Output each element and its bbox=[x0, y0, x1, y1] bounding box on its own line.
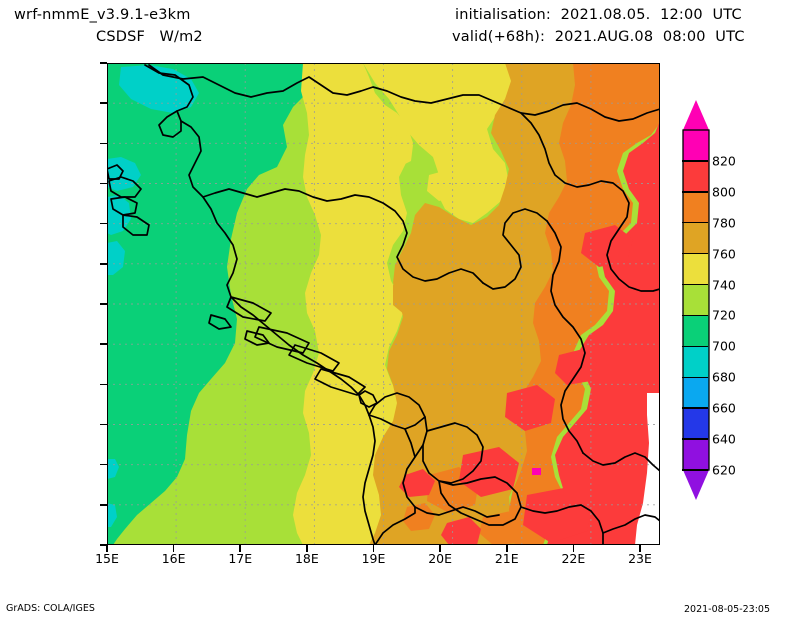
colorbar-tick bbox=[682, 438, 708, 440]
band-800-820-blob-b bbox=[459, 447, 519, 497]
colorbar-tick bbox=[682, 345, 708, 348]
footer-credit: GrADS: COLA/IGES bbox=[6, 603, 95, 614]
variable-title: CSDSF W/m2 bbox=[96, 29, 203, 45]
colorbar-tick bbox=[682, 221, 708, 224]
band-800-820-blob-c bbox=[523, 487, 593, 543]
x-axis-tick bbox=[239, 545, 242, 552]
y-axis-tick bbox=[100, 182, 107, 185]
colorbar-tick bbox=[682, 191, 708, 193]
colorbar-tick-label: 700 bbox=[712, 338, 736, 354]
x-axis-tick bbox=[505, 545, 508, 552]
x-axis-tick-label: 22E bbox=[561, 551, 586, 566]
y-axis-tick bbox=[100, 383, 107, 386]
map-gridlines bbox=[107, 63, 660, 545]
band-800-820-blob-f bbox=[581, 225, 633, 267]
x-axis-tick-label: 18E bbox=[294, 551, 319, 566]
colorbar-band bbox=[683, 222, 709, 255]
y-axis-tick bbox=[100, 222, 107, 225]
band-760-780-w-extension bbox=[393, 279, 431, 315]
band-800-820-blob-d bbox=[399, 469, 435, 497]
x-axis-tick bbox=[172, 545, 175, 552]
colorbar-tick-label: 720 bbox=[712, 307, 736, 323]
y-axis-tick bbox=[100, 142, 107, 145]
band-gt-820 bbox=[532, 468, 541, 475]
colorbar-tick bbox=[682, 376, 708, 379]
band-800-820-blob-g bbox=[441, 517, 481, 545]
valid-time: valid(+68h): 2021.AUG.08 08:00 UTC bbox=[452, 29, 745, 45]
colorbar-band bbox=[683, 130, 709, 162]
band-740-760-blob-c bbox=[351, 493, 389, 525]
band-680-700-coast-e bbox=[107, 503, 117, 527]
colorbar-band bbox=[683, 284, 709, 316]
x-axis-tick bbox=[106, 545, 108, 552]
y-axis-tick bbox=[100, 303, 107, 305]
colorbar-tick-label: 800 bbox=[712, 184, 736, 200]
colorbar-tick bbox=[682, 469, 708, 471]
colorbar-arrow-bottom bbox=[683, 470, 709, 500]
y-axis-tick bbox=[100, 504, 107, 506]
y-axis-tick bbox=[100, 62, 107, 64]
colorbar-band bbox=[683, 346, 709, 378]
no-data-corner bbox=[635, 393, 660, 545]
band-780-800-blob-c bbox=[403, 503, 435, 531]
x-axis-tick bbox=[306, 545, 308, 552]
initialisation-time: initialisation: 2021.08.05. 12:00 UTC bbox=[455, 7, 742, 23]
band-680-700-coast-d bbox=[107, 459, 119, 479]
band-680-700-coast-c bbox=[107, 241, 125, 275]
x-axis-tick-label: 17E bbox=[228, 551, 253, 566]
colorbar-tick bbox=[682, 407, 708, 409]
colorbar-tick-label: 760 bbox=[712, 246, 736, 262]
colorbar-arrow-top bbox=[683, 100, 709, 130]
contour-field bbox=[107, 63, 660, 545]
x-axis-tick bbox=[639, 545, 641, 552]
colorbar-band bbox=[683, 408, 709, 440]
x-axis-tick-label: 20E bbox=[428, 551, 453, 566]
colorbar-tick-label: 640 bbox=[712, 431, 736, 447]
x-axis-tick-label: 15E bbox=[95, 551, 119, 566]
colorbar-band bbox=[683, 160, 709, 193]
x-axis-tick-label: 23E bbox=[628, 551, 652, 566]
x-axis-tick-label: 21E bbox=[494, 551, 519, 566]
colorbar-tick-label: 660 bbox=[712, 400, 736, 416]
map-plot-area bbox=[107, 63, 660, 545]
model-title: wrf-nmmE_v3.9.1-e3km bbox=[14, 7, 191, 23]
band-800-820-blob-a bbox=[505, 385, 555, 431]
band-760-780 bbox=[369, 63, 585, 545]
y-axis-tick bbox=[100, 263, 107, 265]
x-axis-tick-label: 19E bbox=[361, 551, 386, 566]
colorbar-tick-label: 680 bbox=[712, 369, 736, 385]
y-axis-tick bbox=[100, 423, 107, 426]
x-axis-tick bbox=[439, 545, 441, 552]
colorbar-tick bbox=[682, 160, 708, 162]
colorbar-band bbox=[683, 377, 709, 409]
y-axis-tick bbox=[100, 343, 107, 345]
colorbar-tick bbox=[682, 252, 708, 255]
colorbar-band bbox=[683, 439, 709, 471]
y-axis-tick bbox=[100, 102, 107, 104]
colorbar: 820 800 780 760 740 720 700 680 660 640 620 bbox=[676, 100, 796, 500]
colorbar-band bbox=[683, 191, 709, 224]
footer-timestamp: 2021-08-05-23:05 bbox=[684, 604, 771, 615]
colorbar-tick-label: 780 bbox=[712, 215, 736, 231]
x-axis-tick-label: 16E bbox=[161, 551, 186, 566]
colorbar-swatches bbox=[682, 100, 710, 500]
colorbar-tick bbox=[682, 314, 708, 317]
colorbar-tick-label: 820 bbox=[712, 153, 736, 169]
colorbar-tick bbox=[682, 283, 708, 286]
x-axis-tick bbox=[372, 545, 375, 552]
y-axis-tick bbox=[100, 544, 107, 546]
band-800-820-blob-e bbox=[555, 349, 597, 385]
x-axis-tick bbox=[572, 545, 575, 552]
colorbar-tick-label: 740 bbox=[712, 277, 736, 293]
y-axis-tick bbox=[100, 463, 107, 466]
colorbar-tick-label: 620 bbox=[712, 462, 736, 478]
map-coastlines bbox=[107, 64, 660, 545]
colorbar-band bbox=[683, 315, 709, 347]
colorbar-band bbox=[683, 253, 709, 285]
